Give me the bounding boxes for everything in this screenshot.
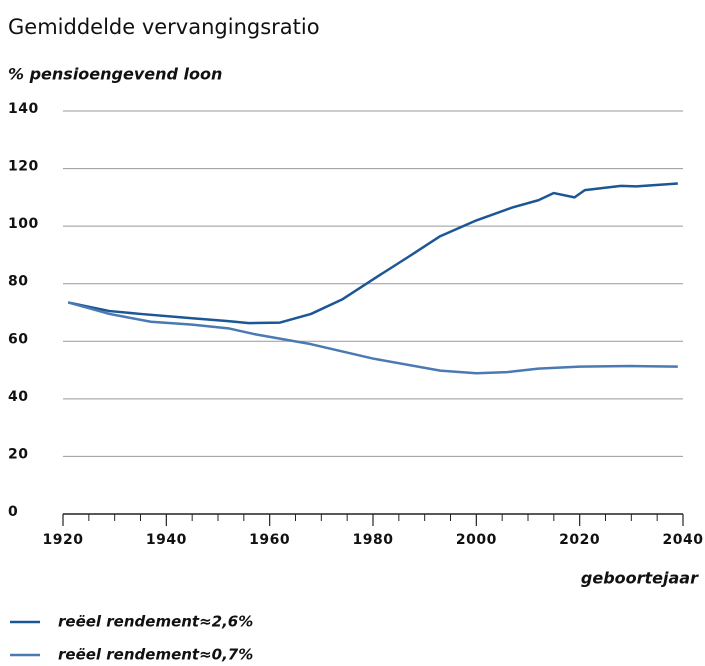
- y-tick-label: 100: [8, 216, 39, 232]
- x-tick-label: 1980: [353, 532, 394, 548]
- x-tick-label: 1960: [249, 532, 290, 548]
- y-tick-label: 120: [8, 159, 39, 175]
- chart-subtitle: % pensioengevend loon: [8, 65, 222, 84]
- series-line: [67, 182, 678, 325]
- x-tick-label: 2020: [559, 532, 600, 548]
- y-tick-label: 40: [8, 389, 28, 405]
- y-tick-label: 0: [8, 504, 18, 520]
- legend-label: reëel rendement≈0,7%: [58, 646, 253, 664]
- chart-title: Gemiddelde vervangingsratio: [8, 15, 320, 39]
- x-tick-label: 1940: [146, 532, 187, 548]
- x-tick-label: 2000: [456, 532, 497, 548]
- x-tick-label: 1920: [43, 532, 84, 548]
- legend-label: reëel rendement≈2,6%: [58, 613, 253, 631]
- y-tick-label: 140: [8, 101, 39, 117]
- y-tick-label: 80: [8, 274, 28, 290]
- y-tick-label: 60: [8, 331, 28, 347]
- x-tick-label: 2040: [663, 532, 704, 548]
- x-axis-label: geboortejaar: [581, 569, 699, 588]
- series-line: [67, 301, 678, 375]
- y-tick-label: 20: [8, 446, 28, 462]
